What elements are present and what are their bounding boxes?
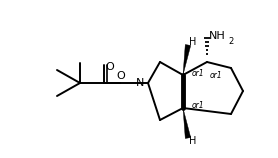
Text: or1: or1: [192, 69, 205, 78]
Text: or1: or1: [192, 101, 205, 110]
Polygon shape: [183, 108, 191, 138]
Text: 2: 2: [228, 36, 234, 46]
Text: H: H: [189, 136, 197, 146]
Text: N: N: [136, 78, 144, 88]
Text: H: H: [189, 37, 197, 47]
Text: or1: or1: [210, 72, 223, 80]
Text: NH: NH: [208, 31, 225, 41]
Text: O: O: [106, 62, 114, 72]
Polygon shape: [183, 45, 191, 75]
Text: O: O: [117, 71, 125, 81]
